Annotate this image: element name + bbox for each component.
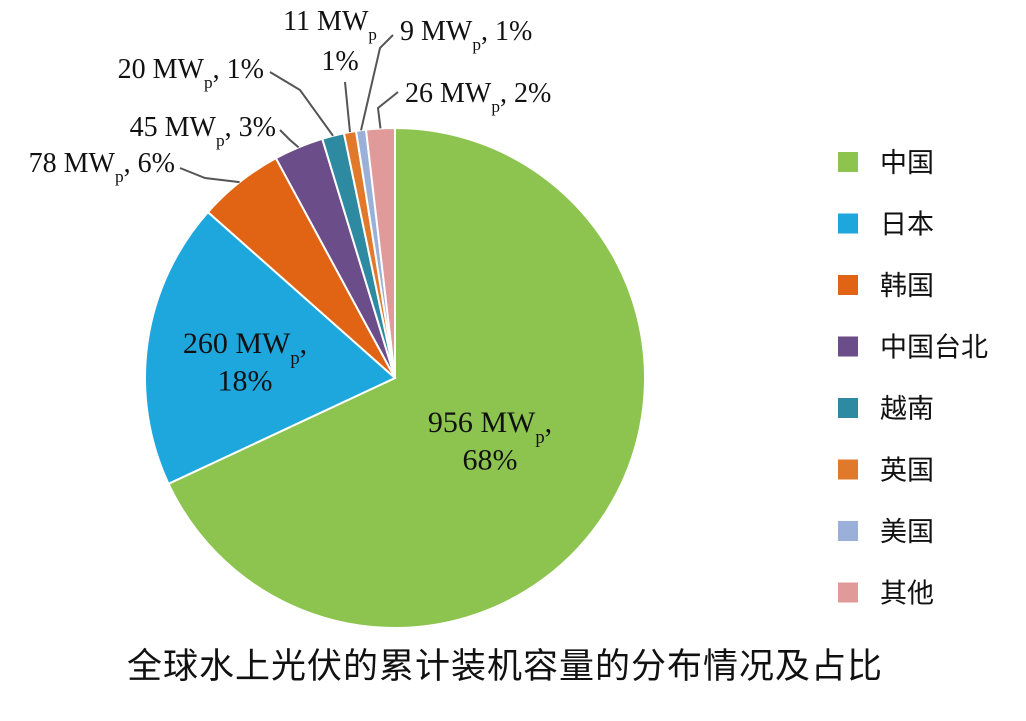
data-label-5: 11 MWp 1% bbox=[283, 6, 377, 77]
leader-line-4 bbox=[269, 71, 334, 137]
data-label-6: 9 MWp, 1% bbox=[400, 16, 532, 54]
data-label-0: 956 MWp, 68% bbox=[428, 406, 552, 477]
pie-chart: 956 MWp, 68% 260 MWp, 18% 78 MWp, 6%45 MWp, … bbox=[29, 6, 988, 629]
pie-slice-1 bbox=[144, 210, 397, 486]
legend-label-3: 中国台北 bbox=[880, 333, 988, 364]
leader-line-2 bbox=[179, 167, 240, 184]
legend-label-6: 美国 bbox=[880, 517, 934, 548]
data-label-4: 20 MWp, 1% bbox=[118, 54, 264, 92]
chart-title: 全球水上光伏的累计装机容量的分布情况及占比 bbox=[126, 647, 883, 687]
legend-label-1: 日本 bbox=[880, 210, 934, 241]
leader-line-3 bbox=[279, 129, 300, 149]
leader-lines bbox=[179, 34, 399, 184]
pie-slice-0 bbox=[167, 126, 646, 629]
legend-label-7: 其他 bbox=[880, 579, 934, 610]
data-label-3: 45 MWp, 3% bbox=[130, 112, 276, 150]
legend-swatch-4 bbox=[838, 398, 858, 418]
data-label-7: 26 MWp, 2% bbox=[405, 78, 551, 116]
legend-label-4: 越南 bbox=[880, 394, 934, 425]
data-label-1: 260 MWp, 18% bbox=[183, 327, 307, 398]
legend-swatch-1 bbox=[838, 213, 858, 234]
leader-line-5 bbox=[344, 81, 351, 133]
legend-label-2: 韩国 bbox=[880, 271, 934, 302]
data-labels: 956 MWp, 68% 260 MWp, 18% 78 MWp, 6%45 MWp, … bbox=[29, 6, 552, 477]
legend-swatch-7 bbox=[838, 582, 858, 603]
legend-swatch-2 bbox=[838, 275, 858, 295]
legend-swatch-3 bbox=[838, 336, 858, 357]
legend-label-0: 中国 bbox=[880, 148, 934, 179]
leader-line-7 bbox=[376, 91, 399, 129]
data-label-2: 78 MWp, 6% bbox=[29, 148, 175, 186]
legend-swatch-0 bbox=[838, 152, 858, 172]
legend-swatch-5 bbox=[838, 459, 858, 480]
legend-swatch-6 bbox=[838, 521, 858, 541]
pie-slices bbox=[144, 126, 646, 629]
legend-label-5: 英国 bbox=[880, 456, 934, 487]
leader-line-6 bbox=[360, 34, 394, 131]
